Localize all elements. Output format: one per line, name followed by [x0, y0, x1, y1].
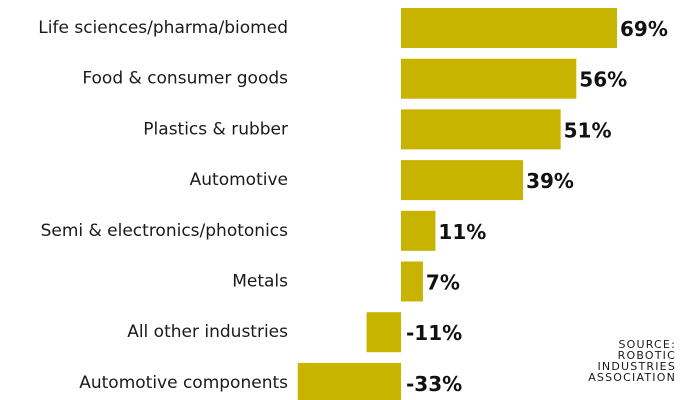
value-label: 39%: [526, 169, 574, 193]
bar: [401, 109, 561, 150]
category-label: All other industries: [127, 322, 288, 342]
value-label: 11%: [438, 220, 486, 244]
category-label: Plastics & rubber: [143, 119, 288, 139]
bar: [401, 58, 577, 99]
bar: [401, 210, 436, 251]
bar: [401, 8, 617, 48]
source-note: SOURCE: ROBOTIC INDUSTRIES ASSOCIATION: [546, 339, 676, 383]
bar: [401, 160, 524, 201]
category-label: Automotive components: [79, 373, 288, 393]
category-label: Automotive: [190, 170, 288, 190]
value-label: 69%: [620, 17, 668, 41]
source-line: ASSOCIATION: [588, 371, 676, 384]
source-line: INDUSTRIES: [597, 360, 676, 373]
value-label: 7%: [426, 271, 460, 295]
value-label: -33%: [406, 372, 462, 396]
source-line: SOURCE:: [618, 338, 676, 351]
bar: [401, 261, 423, 302]
bar: [297, 362, 401, 400]
value-label: 56%: [579, 68, 627, 92]
category-label: Life sciences/pharma/biomed: [38, 18, 288, 38]
bar: [366, 312, 401, 353]
source-line: ROBOTIC: [617, 349, 676, 362]
category-label: Metals: [232, 272, 288, 292]
value-label: -11%: [406, 321, 462, 345]
category-label: Semi & electronics/photonics: [41, 221, 289, 241]
category-label: Food & consumer goods: [82, 69, 288, 89]
value-label: 51%: [564, 118, 612, 142]
